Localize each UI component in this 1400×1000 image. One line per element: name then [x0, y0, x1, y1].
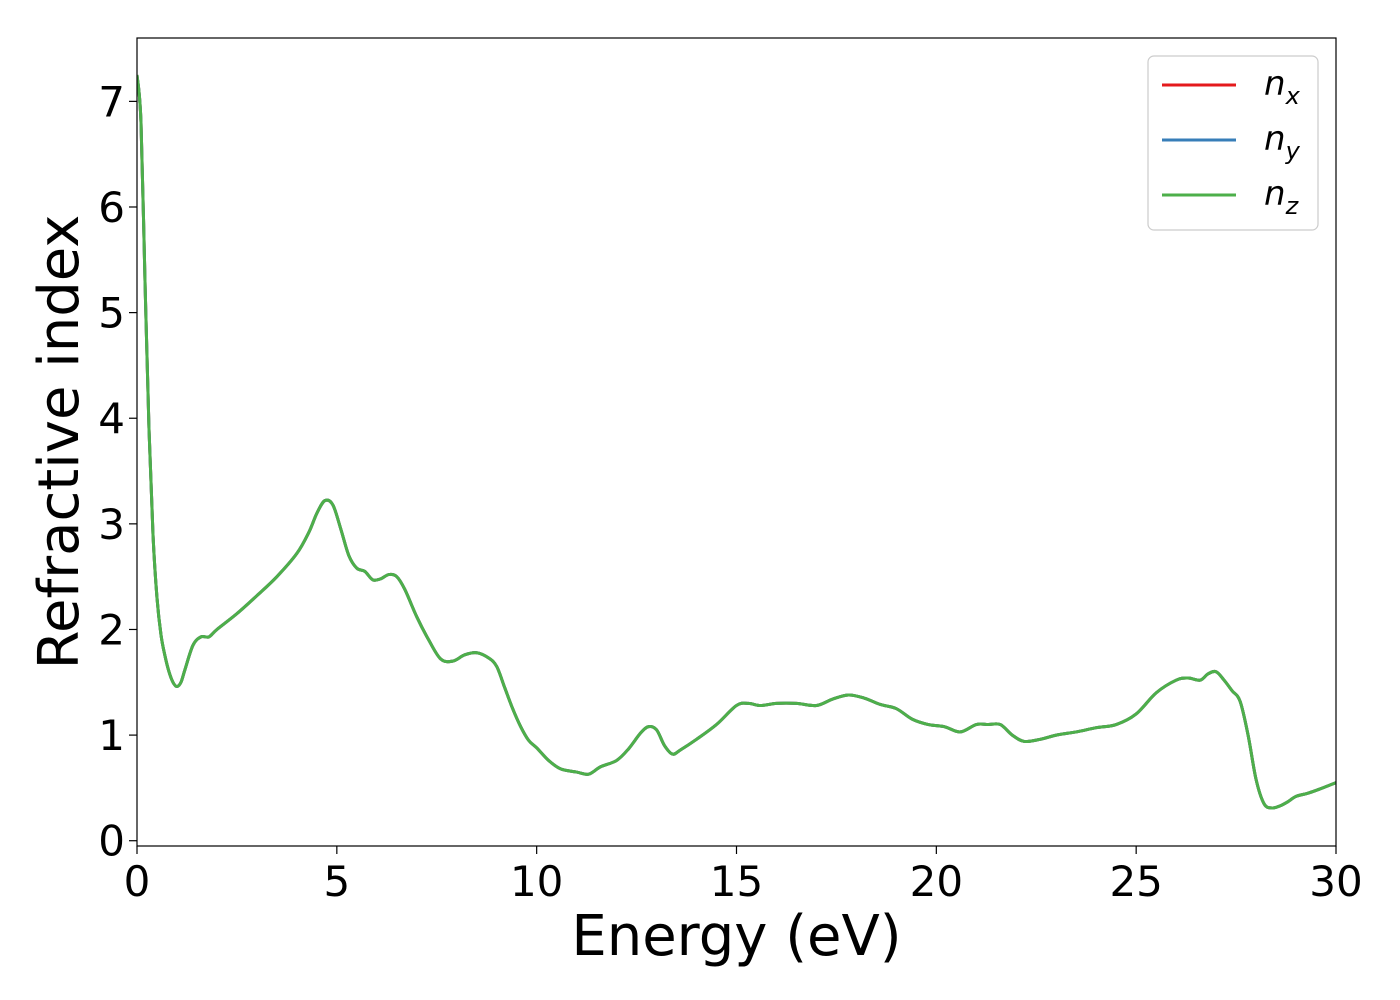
y-tick-label: 2	[98, 605, 125, 654]
x-tick-label: 0	[124, 857, 151, 906]
legend-label-base: n	[1264, 64, 1286, 104]
y-tick-label: 4	[98, 394, 125, 443]
x-tick-label: 20	[910, 857, 963, 906]
legend-label-subscript: y	[1285, 137, 1301, 165]
legend-label-base: n	[1264, 119, 1286, 159]
x-tick-label: 10	[510, 857, 563, 906]
x-tick-label: 5	[323, 857, 350, 906]
y-tick-label: 5	[98, 289, 125, 338]
x-tick-label: 30	[1309, 857, 1362, 906]
series-lines	[137, 74, 1336, 810]
legend-label-y: ny	[1264, 119, 1301, 165]
y-tick-label: 6	[98, 183, 125, 232]
y-tick-label: 0	[98, 817, 125, 866]
legend-box	[1147, 55, 1319, 231]
x-axis-label: Energy (eV)	[571, 904, 901, 969]
y-tick-label: 7	[98, 77, 125, 126]
legend-label-base: n	[1264, 174, 1286, 214]
y-tick-label: 3	[98, 500, 125, 549]
y-axis-label: Refractive index	[27, 215, 92, 670]
legend-label-subscript: x	[1285, 82, 1301, 110]
y-axis-ticks: 0 1 2 3 4 5 6 7	[98, 77, 137, 866]
legend-label-subscript: z	[1285, 192, 1300, 220]
series-line-z	[137, 74, 1336, 810]
x-tick-label: 25	[1109, 857, 1162, 906]
legend-label-z: nz	[1264, 174, 1300, 220]
legend-label-x: nx	[1264, 64, 1301, 110]
x-axis-ticks: 0 5 10 15 20 25 30	[124, 846, 1363, 906]
x-tick-label: 15	[710, 857, 763, 906]
y-tick-label: 1	[98, 711, 125, 760]
